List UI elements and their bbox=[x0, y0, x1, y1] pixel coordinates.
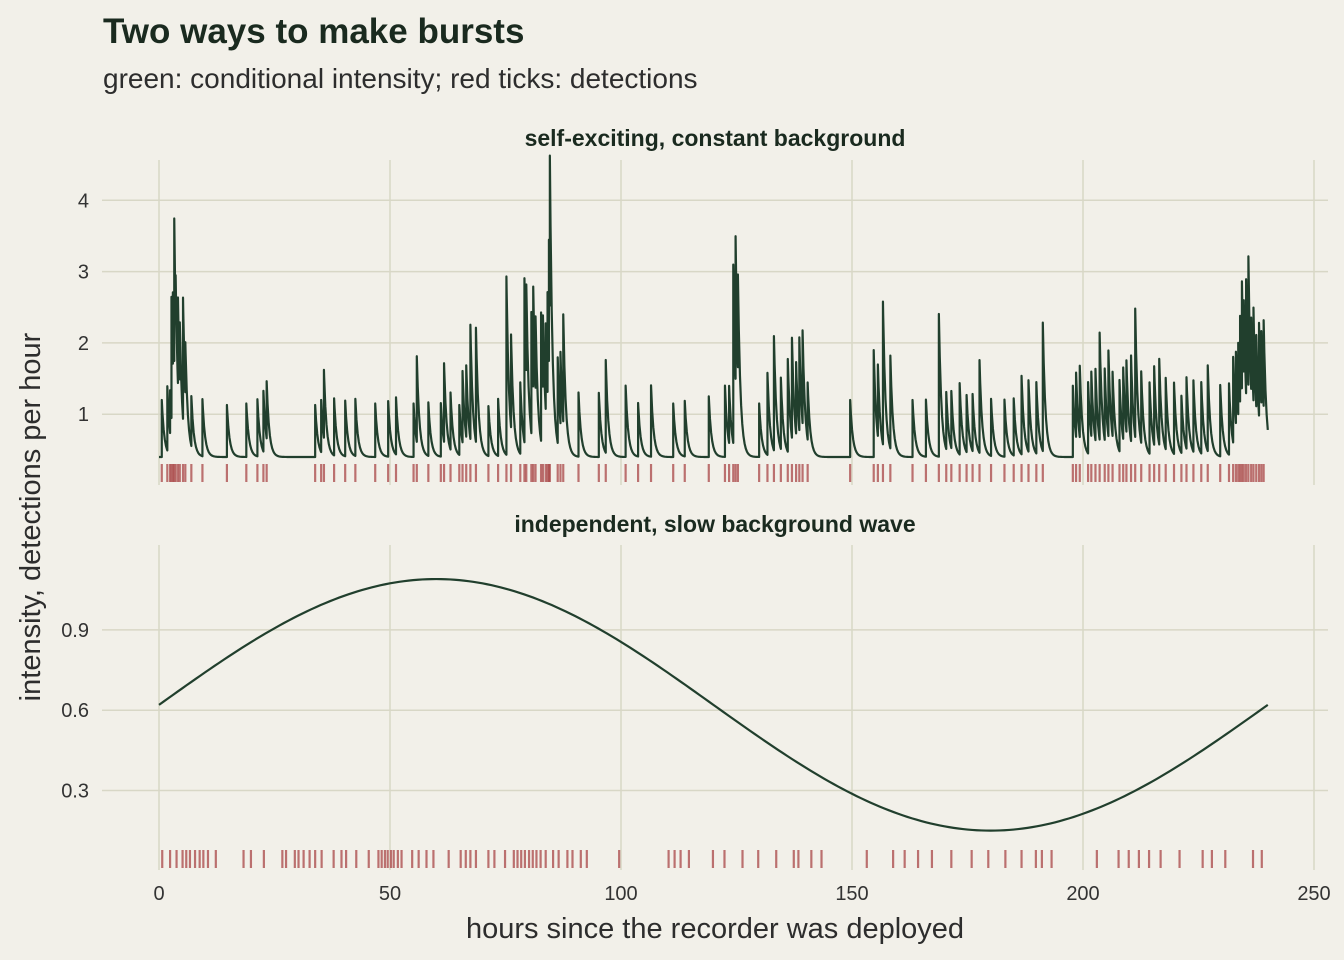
strip-label-bottom: independent, slow background wave bbox=[514, 511, 915, 537]
strip-label-top: self-exciting, constant background bbox=[525, 125, 906, 151]
y-tick-label: 0.6 bbox=[61, 700, 89, 722]
x-axis-title: hours since the recorder was deployed bbox=[466, 913, 964, 945]
x-tick-label: 150 bbox=[835, 883, 868, 905]
x-tick-label: 0 bbox=[153, 883, 164, 905]
y-axis-title: intensity, detections per hour bbox=[15, 332, 47, 701]
y-tick-label: 1 bbox=[78, 404, 89, 426]
x-tick-label: 100 bbox=[604, 883, 637, 905]
panel-self-exciting: 1 2 3 4 bbox=[78, 154, 1328, 485]
x-tick-label: 250 bbox=[1297, 883, 1330, 905]
y-tick-label: 2 bbox=[78, 333, 89, 355]
intensity-line bbox=[158, 577, 1269, 832]
panel-independent: 0.3 0.6 0.9 0 50 100 150 200 250 bbox=[61, 545, 1331, 905]
y-tick-label: 3 bbox=[78, 262, 89, 284]
x-tick-label: 50 bbox=[379, 883, 401, 905]
y-tick-label: 4 bbox=[78, 190, 89, 212]
chart-title: Two ways to make bursts bbox=[103, 12, 525, 51]
y-tick-label: 0.9 bbox=[61, 620, 89, 642]
y-tick-label: 0.3 bbox=[61, 780, 89, 802]
x-tick-label: 200 bbox=[1066, 883, 1099, 905]
chart-subtitle: green: conditional intensity; red ticks:… bbox=[103, 63, 698, 94]
intensity-line bbox=[159, 154, 1269, 459]
